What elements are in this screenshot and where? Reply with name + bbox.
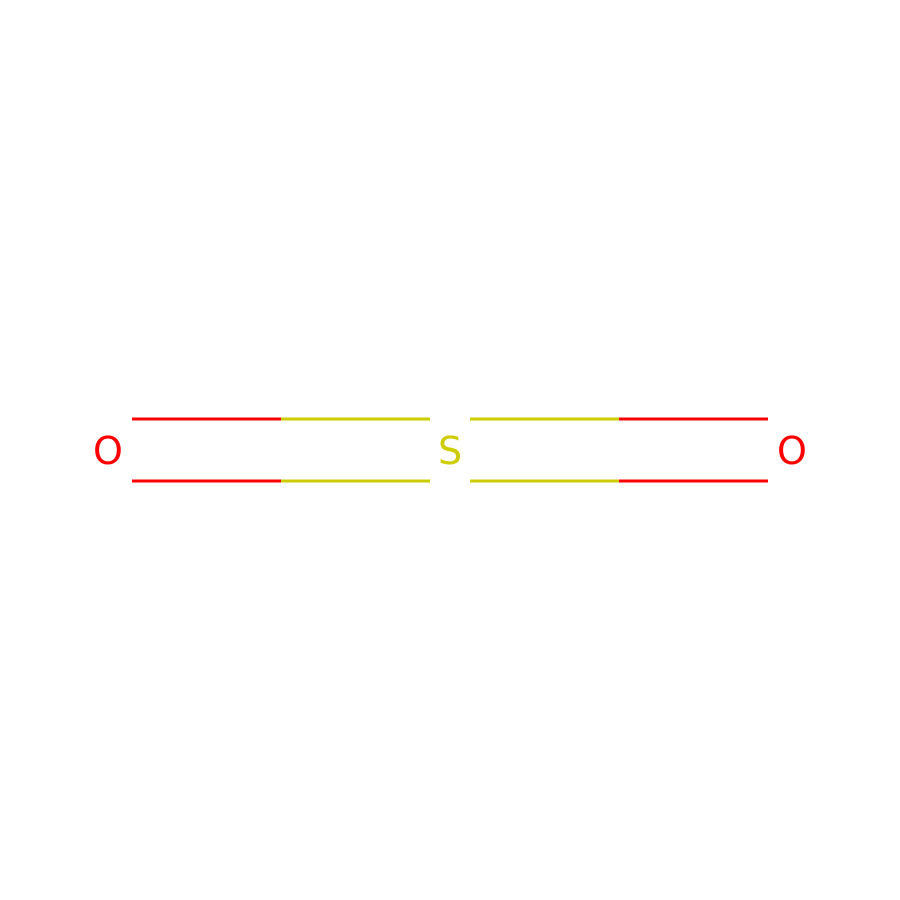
bond-o1-s1-double bbox=[132, 417, 430, 483]
atom-label-oxygen-left: O bbox=[93, 429, 123, 473]
atom-label-sulfur: S bbox=[438, 429, 462, 473]
bond-s1-o2-double bbox=[470, 417, 768, 483]
atom-label-oxygen-right: O bbox=[777, 429, 807, 473]
